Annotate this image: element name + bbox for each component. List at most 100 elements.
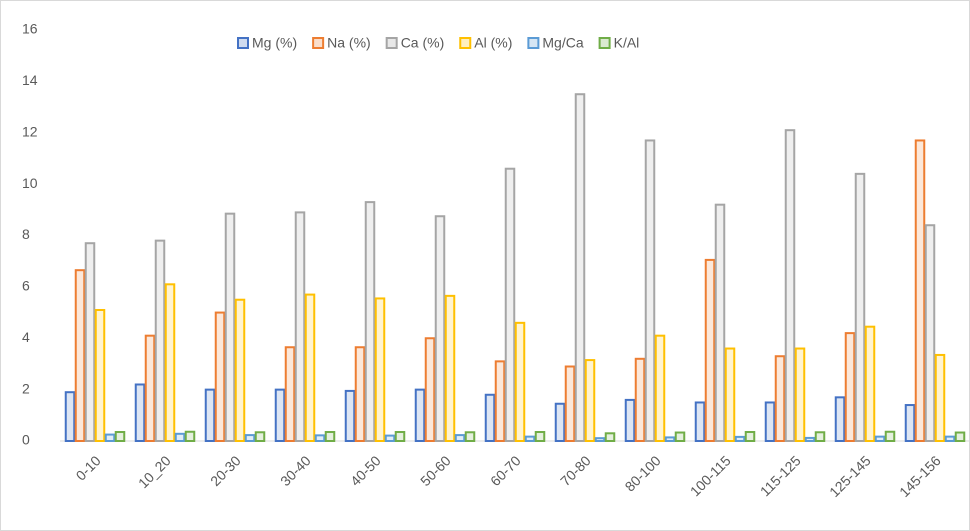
bar [944, 435, 956, 442]
bar [84, 242, 96, 442]
bar [674, 431, 686, 443]
bar [594, 437, 606, 443]
bar [144, 334, 156, 442]
bar [864, 325, 876, 442]
bar [344, 389, 356, 442]
bar [394, 431, 406, 442]
y-tick-label: 8 [22, 226, 30, 242]
bar [624, 398, 636, 442]
bar [714, 203, 726, 442]
bar [224, 212, 236, 442]
bar [154, 239, 166, 442]
bar [804, 436, 816, 443]
bar [384, 434, 396, 442]
bar [484, 393, 496, 443]
legend-label: Mg (%) [252, 35, 297, 51]
bar [204, 388, 216, 442]
bar [414, 388, 426, 442]
bar [654, 334, 666, 442]
bar [254, 431, 266, 442]
bar [274, 388, 286, 442]
bar [884, 430, 896, 443]
bar [604, 432, 616, 443]
bar [74, 269, 86, 442]
y-tick-label: 10 [22, 175, 38, 191]
bar [374, 297, 386, 443]
bar [234, 298, 246, 442]
y-tick-label: 6 [22, 278, 30, 294]
legend-swatch [459, 37, 472, 49]
y-tick-label: 14 [22, 72, 38, 88]
bar [164, 283, 176, 442]
bar [874, 435, 886, 442]
bar [744, 431, 756, 442]
bar [724, 347, 736, 442]
legend-label: Mg/Ca [542, 35, 583, 51]
bar [324, 431, 336, 442]
bar [184, 430, 196, 443]
y-tick-label: 16 [22, 21, 38, 37]
legend-label: Na (%) [327, 35, 371, 51]
bar [784, 129, 796, 442]
bar [494, 360, 506, 442]
legend-swatch [598, 37, 611, 49]
bar [94, 308, 106, 442]
legend-label: K/Al [614, 35, 640, 51]
bar [244, 434, 256, 443]
legend-swatch [385, 37, 398, 49]
y-tick-label: 4 [22, 329, 30, 345]
bar [294, 211, 306, 442]
bar [524, 435, 536, 442]
bar [664, 436, 676, 442]
bar [424, 337, 436, 442]
bar [284, 346, 296, 443]
bar [954, 431, 966, 443]
bar [844, 332, 856, 442]
bar [464, 431, 476, 442]
bar [214, 311, 226, 442]
bar [934, 353, 946, 442]
y-tick-label: 12 [22, 123, 38, 139]
bar [854, 172, 866, 442]
bar [504, 167, 516, 442]
y-tick-label: 2 [22, 380, 30, 396]
bar [104, 433, 116, 442]
bar [794, 347, 806, 442]
bar [314, 434, 326, 443]
bar [694, 401, 706, 442]
bar [644, 139, 656, 443]
bar [704, 258, 716, 443]
bar [554, 402, 566, 442]
bar [814, 431, 826, 442]
legend: Mg (%) Na (%) Ca (%) Al (%) Mg/Ca K/Al [237, 35, 640, 51]
bar [354, 346, 366, 443]
legend-swatch [237, 37, 249, 49]
legend-swatch [527, 37, 540, 49]
bar [904, 404, 916, 443]
y-tick-label: 0 [22, 432, 30, 448]
bar [584, 359, 596, 443]
legend-swatch [312, 37, 325, 49]
bar [64, 391, 76, 443]
bar [304, 293, 316, 442]
bar [924, 224, 936, 442]
bar [534, 431, 546, 442]
bar [444, 294, 456, 442]
bar [734, 435, 746, 443]
bar [834, 396, 846, 442]
bar [514, 321, 526, 442]
bar [114, 431, 126, 442]
bar [764, 401, 776, 442]
bar [774, 355, 786, 443]
legend-label: Al (%) [474, 35, 512, 51]
bar [914, 139, 926, 443]
bar [574, 93, 586, 442]
bar [134, 383, 146, 442]
bar [364, 201, 376, 442]
bar [174, 432, 186, 442]
legend-label: Ca (%) [401, 35, 445, 51]
bar [564, 365, 576, 443]
